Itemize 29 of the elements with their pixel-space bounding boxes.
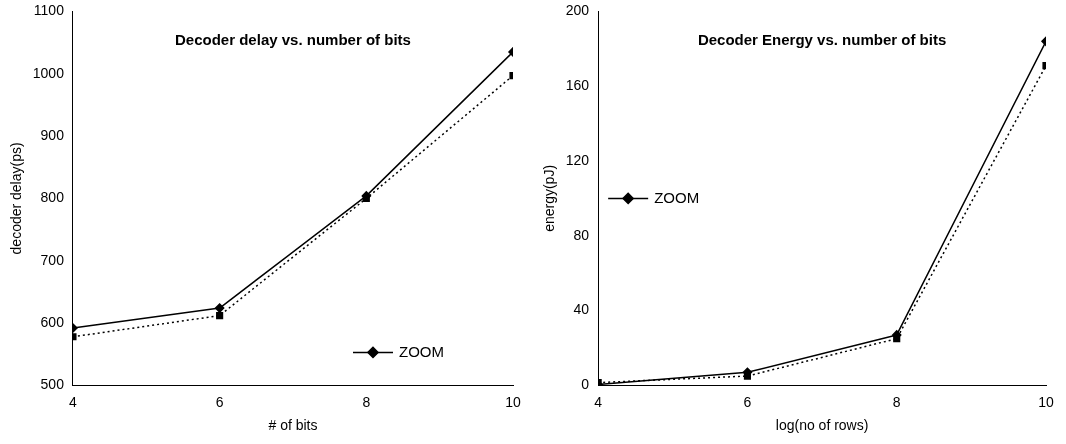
x-tick-label: 10 [1038, 393, 1054, 410]
y-axis-title: energy(pJ) [541, 164, 558, 232]
x-tick-label: 8 [892, 393, 901, 410]
y-tick-label: 120 [565, 151, 590, 168]
legend-label: ZOOM [399, 342, 444, 360]
y-tick-label: 200 [565, 2, 590, 19]
x-tick-label: 8 [362, 393, 371, 410]
x-tick-label: 6 [743, 393, 752, 410]
y-tick-label: 80 [573, 226, 590, 243]
x-axis-title: log(no of rows) [775, 417, 869, 434]
x-tick-label: 4 [69, 393, 78, 410]
y-tick-label: 500 [40, 376, 65, 393]
y-tick-label: 160 [565, 77, 590, 94]
y-tick-label: 800 [40, 189, 65, 206]
y-tick-label: 600 [40, 313, 65, 330]
y-tick-label: 1100 [33, 2, 65, 19]
x-tick-label: 6 [215, 393, 224, 410]
x-tick-label: 4 [594, 393, 603, 410]
y-tick-label: 900 [40, 126, 65, 143]
text: Decoder Energy vs. number of bits [697, 31, 947, 49]
legend-label: ZOOM [654, 188, 700, 206]
y-tick-label: 0 [581, 376, 590, 393]
x-axis-title: # of bits [268, 417, 318, 434]
y-axis-title: decoder delay(ps) [8, 142, 25, 255]
x-tick-label: 10 [505, 393, 521, 410]
y-tick-label: 1000 [32, 64, 65, 81]
y-tick-label: 700 [40, 251, 65, 268]
text: Decoder delay vs. number of bits [175, 31, 411, 49]
y-tick-label: 40 [573, 301, 590, 318]
